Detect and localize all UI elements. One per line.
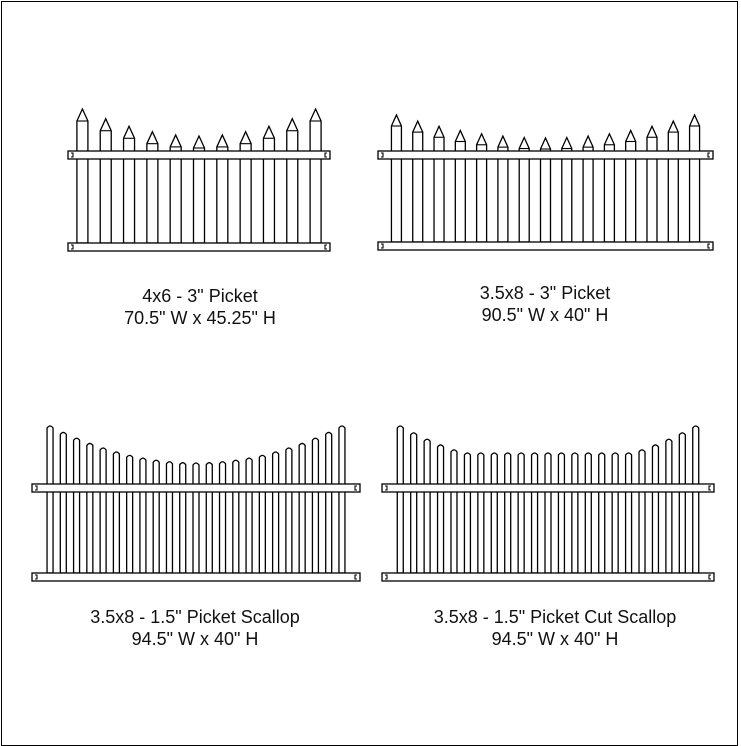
rail-bracket [707, 152, 710, 158]
picket [490, 452, 498, 574]
picket [504, 452, 512, 574]
picket [463, 452, 472, 574]
fence-name: 3.5x8 - 1.5" Picket Scallop [90, 607, 300, 627]
picket [99, 447, 107, 574]
picket [651, 444, 660, 574]
picket [530, 452, 539, 574]
picket [338, 425, 346, 574]
rail-bracket [35, 574, 38, 580]
picket [46, 425, 54, 574]
picket [436, 444, 445, 574]
picket [665, 438, 673, 574]
picket [544, 452, 552, 574]
rail-bracket [71, 244, 74, 250]
picket [557, 452, 566, 574]
picket [692, 425, 700, 574]
picket [410, 432, 418, 574]
top-rail [381, 483, 715, 493]
picket [59, 431, 67, 574]
bottom-rail [381, 572, 715, 582]
fence-caption: 3.5x8 - 3" Picket 90.5" W x 40" H [445, 282, 645, 326]
picket [598, 452, 606, 574]
fence-caption: 3.5x8 - 1.5" Picket Scallop 94.5" W x 40… [45, 606, 345, 650]
fence-caption: 3.5x8 - 1.5" Picket Cut Scallop 94.5" W … [395, 606, 715, 650]
picket [396, 425, 404, 574]
fence-dimensions: 90.5" W x 40" H [481, 305, 609, 325]
picket [112, 451, 121, 574]
picket [72, 437, 81, 574]
picket [624, 452, 633, 574]
rail-bracket [71, 152, 74, 158]
picket [325, 431, 333, 574]
rail-bracket [354, 574, 357, 580]
rail-bracket [354, 485, 357, 491]
rail-bracket [324, 244, 327, 250]
picket [611, 452, 619, 574]
picket [584, 452, 592, 574]
rail-bracket [35, 485, 38, 491]
fence-name: 4x6 - 3" Picket [142, 286, 258, 306]
rail-bracket [708, 574, 711, 580]
fence-name: 3.5x8 - 3" Picket [479, 283, 611, 303]
picket [285, 447, 293, 574]
bottom-rail [377, 241, 714, 251]
fence-name: 3.5x8 - 1.5" Picket Cut Scallop [433, 607, 677, 627]
rail-bracket [385, 574, 388, 580]
picket [311, 437, 320, 574]
picket [571, 452, 579, 574]
rail-bracket [324, 152, 327, 158]
rail-bracket [381, 152, 384, 158]
bottom-rail [67, 242, 331, 252]
fence-caption: 4x6 - 3" Picket 70.5" W x 45.25" H [100, 285, 300, 329]
picket [86, 442, 94, 574]
picket [271, 451, 280, 574]
picket [638, 449, 646, 574]
picket [298, 442, 306, 574]
fence-dimensions: 94.5" W x 40" H [131, 629, 259, 649]
rail-bracket [708, 485, 711, 491]
picket [450, 449, 458, 574]
picket [477, 452, 485, 574]
rail-bracket [707, 243, 710, 249]
rail-bracket [385, 485, 388, 491]
top-rail [31, 483, 361, 493]
rail-bracket [381, 243, 384, 249]
top-rail [377, 150, 714, 160]
picket [517, 452, 525, 574]
top-rail [67, 150, 331, 160]
fence-dimensions: 70.5" W x 45.25" H [124, 308, 276, 328]
picket [678, 432, 686, 574]
picket [423, 438, 431, 574]
fence-dimensions: 94.5" W x 40" H [491, 629, 619, 649]
bottom-rail [31, 572, 361, 582]
